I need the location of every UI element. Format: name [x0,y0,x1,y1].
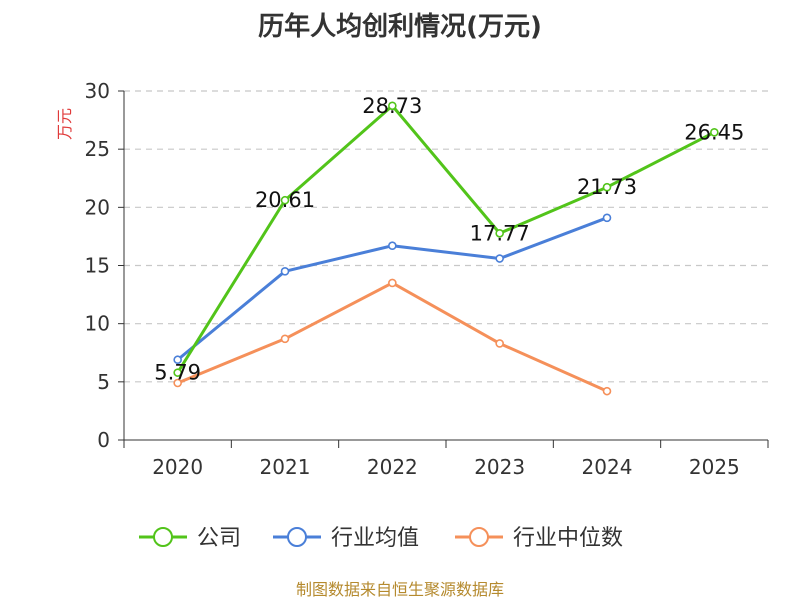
grid-lines [124,90,768,383]
y-tick-label: 30 [85,79,110,103]
y-tick-label: 20 [85,195,110,219]
legend-item: 公司 [139,526,241,551]
data-label: 20.61 [255,188,315,212]
x-tick-label: 2020 [152,455,203,479]
x-tick-label: 2023 [474,455,525,479]
data-label: 17.77 [470,221,530,245]
data-point [495,254,504,263]
data-point [173,378,182,388]
y-tick-label: 15 [85,254,110,278]
data-point [602,182,612,192]
series-line [176,104,716,374]
legend-item: 行业中位数 [455,526,623,551]
legend-marker [153,527,173,547]
legend: 公司 行业均值 行业中位数 [139,526,623,551]
data-point [710,127,719,137]
x-tick-label: 2025 [689,455,740,479]
data-label: 21.73 [577,175,637,199]
source-footer: 制图数据来自恒生聚源数据库 [295,580,504,599]
legend-marker [287,527,307,547]
legend-marker [469,527,489,547]
data-point [602,213,612,223]
x-tick-label: 2021 [260,455,311,479]
data-point [280,195,290,205]
data-point [388,241,397,251]
data-point [602,386,612,396]
x-tick-label: 2024 [582,455,633,479]
series-line [176,216,608,361]
data-point [388,278,397,288]
data-point [388,101,397,111]
data-point [280,267,290,276]
y-tick-label: 25 [85,137,110,161]
data-label: 28.73 [362,94,422,118]
data-labels: 5.79 20.61 28.73 17.77 21.73 26.45 [154,94,744,385]
y-axis-label: 万元 [55,108,74,140]
y-tick-label: 5 [97,370,110,394]
chart-title: 历年人均创利情况(万元) [258,12,542,42]
legend-item: 行业均值 [273,526,419,551]
y-tick-label: 10 [85,312,110,336]
series-lines [173,101,719,396]
data-point [495,339,504,348]
data-point [173,368,182,377]
legend-label: 行业均值 [331,526,419,551]
series-line [177,281,608,393]
x-tick-label: 2022 [367,455,418,479]
data-label: 5.79 [154,361,201,385]
y-tick-label: 0 [97,428,110,452]
data-point [280,334,290,344]
data-point [173,355,182,365]
legend-label: 公司 [197,526,241,551]
data-label: 26.45 [684,120,744,144]
legend-label: 行业中位数 [513,526,623,551]
data-point [495,228,504,238]
